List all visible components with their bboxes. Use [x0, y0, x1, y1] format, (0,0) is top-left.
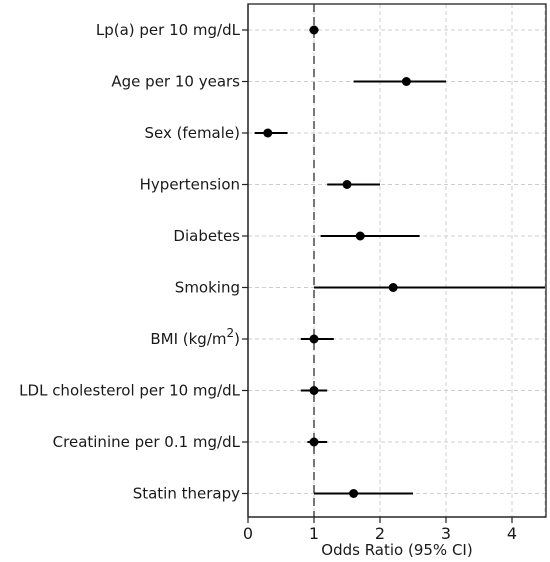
x-tick-label: 2: [375, 524, 385, 543]
category-labels: Lp(a) per 10 mg/dL Age per 10 years Sex (f…: [19, 21, 240, 503]
category-label: Hypertension: [140, 176, 240, 194]
category-label: LDL cholesterol per 10 mg/dL: [19, 382, 240, 400]
x-tick-label: 0: [243, 524, 253, 543]
odds-ratio-point: [309, 334, 319, 344]
odds-ratio-point: [388, 283, 398, 292]
odds-ratio-point: [309, 437, 319, 447]
odds-ratio-point: [401, 77, 411, 86]
category-label: BMI (kg/m2): [150, 326, 240, 348]
category-label: Statin therapy: [133, 485, 240, 503]
odds-ratio-point: [309, 386, 319, 395]
category-label: Lp(a) per 10 mg/dL: [96, 21, 241, 39]
category-label: Creatinine per 0.1 mg/dL: [53, 433, 241, 451]
x-tick-label: 3: [441, 524, 451, 543]
category-label: Age per 10 years: [111, 73, 240, 91]
odds-ratio-point: [355, 231, 365, 241]
odds-ratio-point: [309, 25, 319, 35]
x-tick-label: 4: [507, 524, 517, 543]
ticks-layer: 0 1 2 3 4: [242, 4, 546, 543]
x-axis-title: Odds Ratio (95% CI): [321, 541, 472, 559]
category-label: Sex (female): [144, 124, 240, 142]
odds-ratio-point: [349, 489, 359, 498]
marks-layer: [254, 25, 545, 498]
odds-ratio-point: [263, 128, 273, 138]
odds-ratio-point: [342, 180, 352, 189]
x-tick-label: 1: [309, 524, 319, 543]
category-label: Smoking: [175, 279, 240, 297]
category-label: Diabetes: [173, 227, 240, 245]
